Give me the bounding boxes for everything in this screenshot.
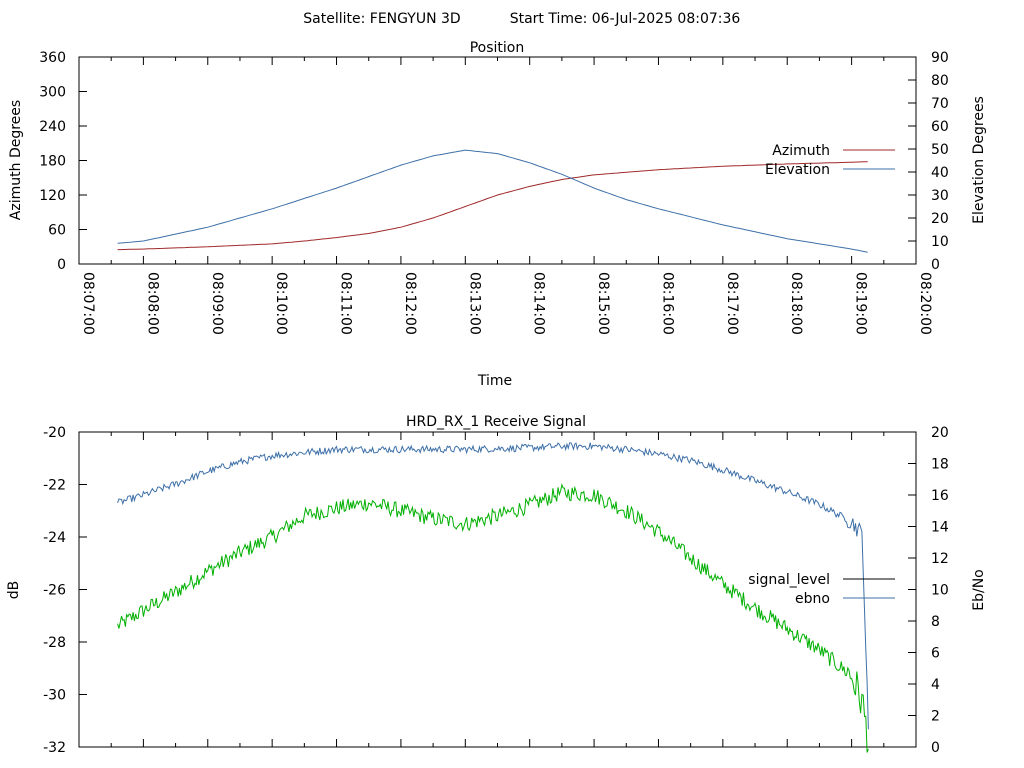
x-tick-label: 08:12:00 (402, 272, 418, 335)
y-tick-label: 360 (39, 50, 66, 66)
y-tick-label: -28 (43, 635, 66, 651)
x-tick-label: 08:09:00 (209, 272, 225, 335)
y-tick-label: 120 (39, 188, 66, 204)
y-tick-label: 0 (57, 257, 66, 273)
y2-tick-label: 18 (931, 457, 949, 473)
y2-tick-label: 2 (931, 709, 940, 725)
y2-tick-label: 20 (931, 425, 949, 441)
y2-tick-label: 70 (931, 96, 949, 112)
x-tick-label: 08:15:00 (595, 272, 611, 335)
y2-tick-label: 40 (931, 165, 949, 181)
series-line-signal-level (117, 483, 869, 753)
position-y2-axis-label: Elevation Degrees (971, 96, 987, 224)
y-tick-label: -24 (43, 530, 66, 546)
y2-tick-label: 80 (931, 73, 949, 89)
x-tick-label: 08:17:00 (724, 272, 740, 335)
y2-tick-label: 20 (931, 211, 949, 227)
x-tick-label: 08:10:00 (273, 272, 289, 335)
y2-tick-label: 4 (931, 677, 940, 693)
y2-tick-label: 60 (931, 119, 949, 135)
satellite-label: Satellite: FENGYUN 3D (303, 11, 460, 27)
position-plot-frame (78, 56, 917, 265)
x-tick-label: 08:13:00 (466, 272, 482, 335)
y-tick-label: 300 (39, 85, 66, 101)
x-tick-label: 08:07:00 (80, 272, 96, 335)
y2-tick-label: 50 (931, 142, 949, 158)
x-tick-label: 08:16:00 (659, 272, 675, 335)
signal-y2-axis-label: Eb/No (971, 569, 987, 611)
y-tick-label: -32 (43, 740, 66, 756)
series-line-ebno (117, 442, 869, 730)
position-x-axis-label: Time (477, 373, 512, 389)
y-tick-label: -30 (43, 688, 66, 704)
y2-tick-label: 16 (931, 488, 949, 504)
x-tick-label: 08:11:00 (338, 272, 354, 335)
signal-y-axis-label: dB (6, 581, 22, 600)
y2-tick-label: 12 (931, 551, 949, 567)
x-tick-label: 08:18:00 (788, 272, 804, 335)
legend-label: Elevation (765, 162, 830, 178)
y2-tick-label: 0 (931, 740, 940, 756)
y-tick-label: -22 (43, 478, 66, 494)
y2-tick-label: 90 (931, 50, 949, 66)
legend-label: signal_level (748, 572, 830, 588)
legend-label: Azimuth (772, 143, 830, 159)
x-tick-label: 08:08:00 (144, 272, 160, 335)
legend-label: ebno (795, 591, 830, 607)
y2-tick-label: 10 (931, 234, 949, 250)
signal-plot-frame (78, 431, 917, 748)
x-tick-label: 08:20:00 (917, 272, 933, 335)
signal-chart-title: HRD_RX_1 Receive Signal (406, 414, 586, 430)
y-tick-label: 180 (39, 154, 66, 170)
start-time-label: Start Time: 06-Jul-2025 08:07:36 (510, 11, 741, 27)
y2-tick-label: 30 (931, 188, 949, 204)
position-y-axis-label: Azimuth Degrees (8, 100, 24, 220)
y2-tick-label: 10 (931, 583, 949, 599)
series-line-azimuth (117, 161, 868, 251)
y2-tick-label: 8 (931, 614, 940, 630)
y2-tick-label: 6 (931, 646, 940, 662)
y-tick-label: 60 (48, 223, 66, 239)
x-tick-label: 08:14:00 (531, 272, 547, 335)
position-chart-title: Position (470, 40, 525, 56)
x-tick-label: 08:19:00 (853, 272, 869, 335)
y2-tick-label: 14 (931, 520, 949, 536)
y-tick-label: -26 (43, 583, 66, 599)
y-tick-label: 240 (39, 119, 66, 135)
y-tick-label: -20 (43, 425, 66, 441)
series-line-elevation (117, 149, 868, 253)
y2-tick-label: 0 (931, 257, 940, 273)
